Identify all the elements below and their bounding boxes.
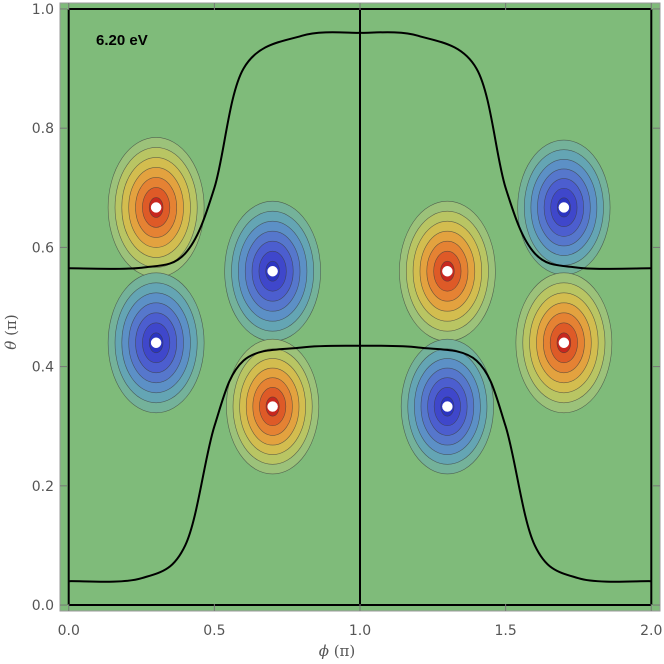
- y-tick-label: 0.6: [32, 240, 54, 256]
- x-axis-title: ϕ (π): [319, 642, 356, 660]
- nodal-line: [359, 31, 652, 270]
- y-axis-title: θ (π): [2, 314, 20, 349]
- extremum-marker: [558, 337, 570, 349]
- extremum-marker: [558, 202, 570, 213]
- extremum-marker: [267, 265, 278, 277]
- x-tick-label: 0.0: [58, 623, 80, 639]
- nodal-line: [68, 344, 361, 583]
- extremum-marker: [442, 401, 453, 412]
- nodal-line: [359, 344, 652, 583]
- extremum-marker: [267, 401, 278, 412]
- x-tick-label: 2.0: [640, 623, 662, 639]
- extremum-marker: [150, 202, 162, 213]
- x-tick-label: 1.0: [349, 623, 371, 639]
- x-tick-label: 1.5: [494, 623, 516, 639]
- y-tick-label: 1.0: [32, 2, 54, 18]
- energy-annotation: 6.20 eV: [96, 32, 148, 49]
- extremum-marker: [150, 337, 162, 349]
- x-tick-label: 0.5: [203, 623, 225, 639]
- extrema-markers-layer: [150, 202, 570, 412]
- ticks-layer: 0.0 0.5 1.0 1.5 2.0 0.0 0.2 0.4 0.6 0.8 1.0: [32, 2, 663, 639]
- y-tick-label: 0.0: [32, 598, 54, 614]
- nodal-line: [68, 31, 361, 270]
- extremum-marker: [442, 265, 453, 277]
- y-tick-label: 0.2: [32, 479, 54, 495]
- y-tick-label: 0.4: [32, 360, 54, 376]
- y-tick-label: 0.8: [32, 121, 54, 137]
